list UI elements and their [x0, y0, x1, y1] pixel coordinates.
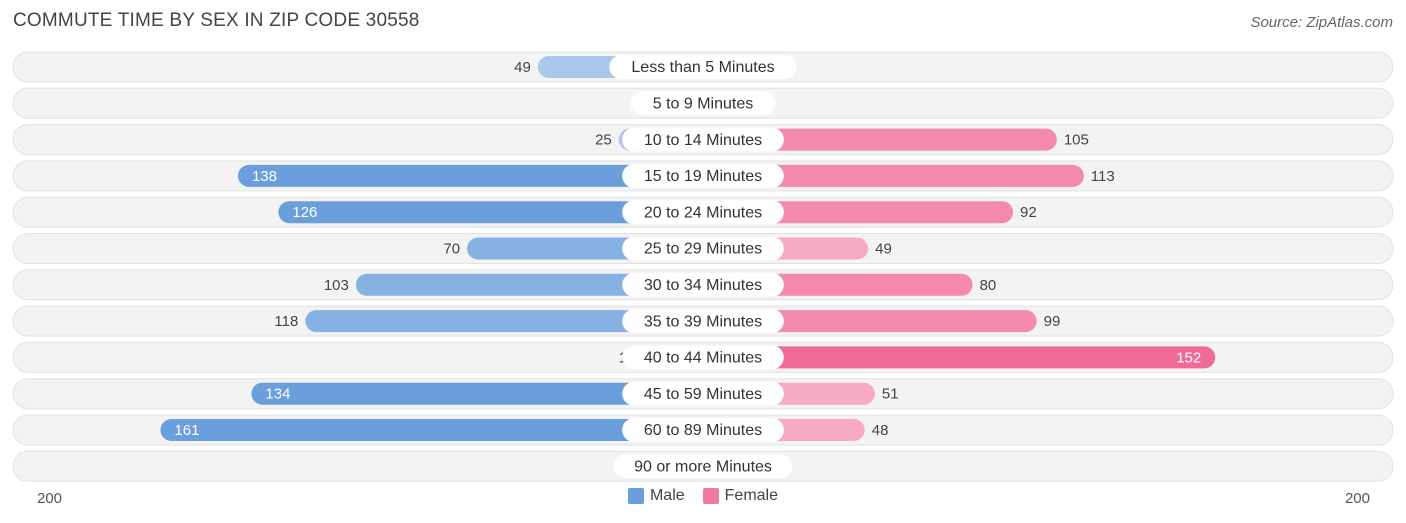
category-label: Less than 5 Minutes: [631, 59, 774, 76]
male-value-label: 126: [292, 204, 317, 221]
male-value-label: 161: [174, 422, 199, 439]
axis-left-label: 200: [37, 490, 63, 507]
legend-item-male: Male: [627, 487, 685, 505]
female-bar: [703, 128, 1057, 151]
female-bar: [703, 310, 1037, 333]
female-value-label: 48: [872, 422, 889, 439]
category-label: 40 to 44 Minutes: [644, 350, 762, 367]
legend-label-male: Male: [649, 487, 685, 504]
source-label: Source: ZipAtlas.com: [1250, 14, 1393, 31]
category-label: 25 to 29 Minutes: [644, 241, 762, 258]
male-value-label: 134: [265, 386, 290, 403]
category-label-pill: [622, 381, 784, 406]
legend: Male Female: [0, 487, 1406, 505]
male-bar: [305, 310, 703, 333]
female-value-label: 80: [980, 277, 997, 294]
male-value-label: 118: [274, 313, 298, 330]
male-bar: [160, 419, 703, 441]
legend-swatch-male: [627, 488, 644, 504]
female-value-label: 113: [1091, 168, 1115, 185]
category-label: 5 to 9 Minutes: [653, 96, 754, 113]
category-label: 20 to 24 Minutes: [644, 204, 762, 221]
category-label-pill: [622, 309, 784, 334]
category-label-pill: [622, 272, 784, 297]
male-value-label: 25: [595, 132, 612, 149]
male-bar: [278, 201, 703, 224]
female-value-label: 152: [1176, 349, 1201, 366]
male-bar: [251, 382, 704, 405]
axis-right-label: 200: [1344, 490, 1370, 507]
category-label: 45 to 59 Minutes: [644, 386, 762, 403]
category-label: 60 to 89 Minutes: [644, 422, 762, 439]
female-bar: [703, 346, 1216, 369]
female-bar: [703, 164, 1084, 187]
category-label-pill: [622, 163, 784, 188]
male-bar: [237, 164, 703, 187]
category-label-pill: [622, 418, 784, 442]
male-value-label: 138: [252, 168, 277, 185]
category-label-pill: [609, 55, 797, 79]
category-label: 10 to 14 Minutes: [644, 132, 762, 149]
legend-label-female: Female: [724, 487, 779, 504]
legend-item-female: Female: [702, 487, 779, 505]
male-value-label: 103: [324, 277, 349, 294]
category-label: 15 to 19 Minutes: [644, 168, 762, 185]
category-label-pill: [622, 200, 784, 225]
category-label: 90 or more Minutes: [634, 459, 772, 476]
male-bar: [355, 273, 703, 296]
category-label-pill: [613, 454, 793, 479]
category-label: 30 to 34 Minutes: [644, 277, 762, 294]
legend-swatch-female: [702, 488, 719, 504]
female-value-label: 49: [875, 240, 892, 257]
category-label-pill: [622, 127, 784, 152]
category-label-pill: [630, 91, 776, 116]
female-value-label: 92: [1020, 204, 1037, 221]
female-value-label: 99: [1044, 313, 1061, 330]
category-label: 35 to 39 Minutes: [644, 313, 762, 330]
chart-title: COMMUTE TIME BY SEX IN ZIP CODE 30558: [13, 10, 420, 31]
male-value-label: 70: [443, 240, 460, 257]
female-value-label: 105: [1064, 132, 1089, 149]
category-label-pill: [622, 236, 784, 261]
category-label-pill: [622, 345, 784, 370]
male-value-label: 49: [514, 59, 531, 76]
female-value-label: 51: [882, 386, 899, 403]
